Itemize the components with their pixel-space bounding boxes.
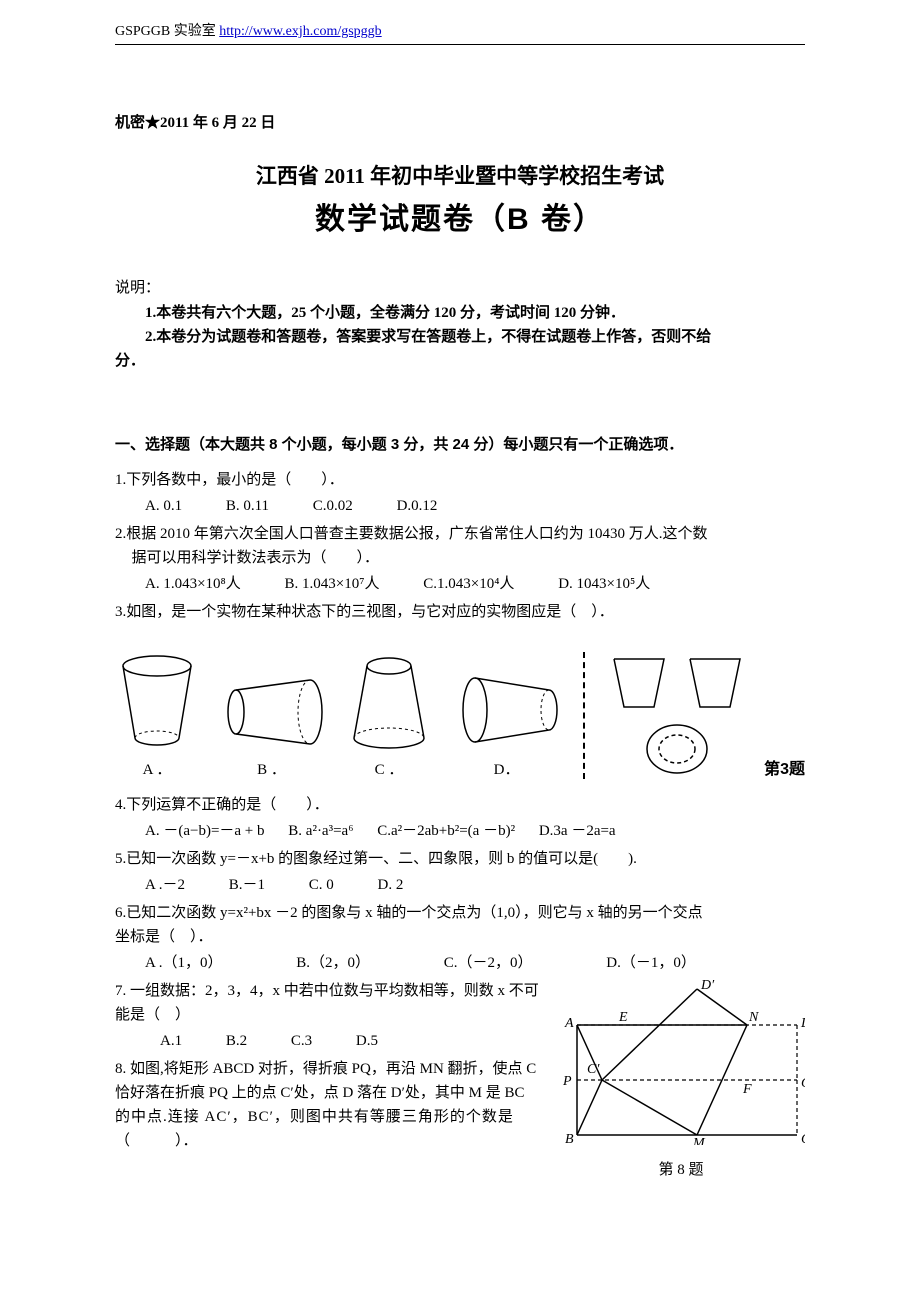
q1-optA: A. 0.1: [145, 494, 182, 518]
instructions-line3: 分．: [115, 349, 805, 373]
cup-sideways-left-narrow-icon: [218, 672, 326, 752]
q4-optD: D.3a －2a=a: [539, 819, 616, 843]
top-view-circles-icon: [641, 719, 713, 779]
svg-text:P: P: [562, 1074, 572, 1089]
question-4: 4.下列运算不正确的是（ ）． A. －(a−b)=－a + b B. a²·a…: [115, 793, 805, 843]
svg-text:B: B: [565, 1132, 574, 1145]
cup-upright-narrow-top-icon: [344, 652, 434, 752]
q6-line1: 6.已知二次函数 y=x²+bx －2 的图象与 x 轴的一个交点为（1,0），…: [115, 901, 805, 925]
q3-figures: A ． B ． C ．: [115, 652, 805, 779]
cup-sideways-left-wide-icon: [453, 668, 561, 752]
q7-line1: 7. 一组数据：2，3，4，x 中若中位数与平均数相等，则数 x 不可: [115, 979, 547, 1003]
svg-text:M: M: [692, 1136, 706, 1145]
svg-text:A: A: [564, 1016, 574, 1031]
question-2: 2.根据 2010 年第六次全国人口普查主要数据公报，广东省常住人口约为 104…: [115, 522, 805, 596]
q1-optB: B. 0.11: [226, 494, 269, 518]
q6-optB: B.（2，0）: [296, 951, 370, 975]
q7-optA: A.1: [160, 1029, 182, 1053]
q3-figB: B ．: [218, 672, 326, 779]
svg-text:Q: Q: [801, 1076, 805, 1091]
cup-upright-wide-top-icon: [115, 652, 199, 752]
q3-figC: C ．: [344, 652, 434, 779]
q2-optC: C.1.043×10⁴人: [423, 572, 514, 596]
question-7: 7. 一组数据：2，3，4，x 中若中位数与平均数相等，则数 x 不可 能是（ …: [115, 979, 547, 1053]
section-1-title: 一、选择题（本大题共 8 个小题，每小题 3 分，共 24 分）每小题只有一个正…: [115, 433, 805, 454]
q8-line3: 的中点.连接 AC′，BC′，则图中共有等腰三角形的个数是: [115, 1105, 547, 1129]
q3-labelA: A ．: [143, 758, 172, 779]
question-3: 3.如图，是一个实物在某种状态下的三视图，与它对应的实物图应是（ ）．: [115, 600, 805, 624]
q6-line2: 坐标是（ ）．: [115, 925, 805, 949]
q7-optC: C.3: [291, 1029, 312, 1053]
header-lab: GSPGGB 实验室: [115, 24, 216, 39]
svg-text:C′: C′: [587, 1062, 600, 1077]
q4-optB: B. a²·a³=a⁶: [288, 819, 353, 843]
q6-optD: D.（－1，0）: [606, 951, 696, 975]
svg-text:F: F: [742, 1082, 752, 1097]
instructions-block: 说明： 1.本卷共有六个大题，25 个小题，全卷满分 120 分，考试时间 12…: [115, 276, 805, 373]
q7-optB: B.2: [226, 1029, 247, 1053]
q3-figure-label: 第3题: [764, 755, 805, 779]
q1-optD: D.0.12: [397, 494, 438, 518]
instructions-header: 说明：: [115, 276, 805, 297]
exam-title-1: 江西省 2011 年初中毕业暨中等学校招生考试: [115, 160, 805, 190]
question-1: 1.下列各数中，最小的是（ ）． A. 0.1 B. 0.11 C.0.02 D…: [115, 468, 805, 518]
svg-text:C: C: [801, 1132, 805, 1145]
q3-labelC: C ．: [375, 758, 404, 779]
secret-line: 机密★2011 年 6 月 22 日: [115, 111, 805, 132]
q4-stem: 4.下列运算不正确的是（ ）．: [115, 793, 805, 817]
q1-optC: C.0.02: [313, 494, 353, 518]
q2-line1: 2.根据 2010 年第六次全国人口普查主要数据公报，广东省常住人口约为 104…: [115, 522, 805, 546]
page-header: GSPGGB 实验室 http://www.exjh.com/gspggb: [115, 20, 805, 45]
q2-optD: D. 1043×10⁵人: [558, 572, 650, 596]
q1-stem: 1.下列各数中，最小的是（ ）．: [115, 468, 805, 492]
q8-figure: A D P Q B C M N E C′ F D′ 第 8 题: [557, 975, 805, 1179]
q3-figD: D．: [453, 668, 561, 779]
q8-figure-caption: 第 8 题: [557, 1158, 805, 1179]
q8-line2: 恰好落在折痕 PQ 上的点 C′处，点 D 落在 D′处，其中 M 是 BC: [115, 1081, 547, 1105]
svg-text:E: E: [618, 1010, 628, 1025]
q8-line1: 8. 如图,将矩形 ABCD 对折，得折痕 PQ，再沿 MN 翻折，使点 C: [115, 1057, 547, 1081]
q7-optD: D.5: [356, 1029, 378, 1053]
svg-text:D: D: [800, 1016, 805, 1031]
instructions-line2: 2.本卷分为试题卷和答题卷，答案要求写在答题卷上，不得在试题卷上作答，否则不给: [115, 325, 805, 349]
exam-title-2: 数学试题卷（B 卷）: [115, 194, 805, 238]
side-view-trapezoid-icon: [684, 653, 746, 713]
q6-optA: A .（1，0）: [145, 951, 223, 975]
question-5: 5.已知一次函数 y=－x+b 的图象经过第一、二、四象限，则 b 的值可以是(…: [115, 847, 805, 897]
q5-stem: 5.已知一次函数 y=－x+b 的图象经过第一、二、四象限，则 b 的值可以是(…: [115, 847, 805, 871]
q8-line4: （ ）．: [115, 1129, 547, 1153]
svg-text:N: N: [748, 1010, 759, 1025]
rectangle-fold-diagram-icon: A D P Q B C M N E C′ F D′: [557, 975, 805, 1145]
front-view-trapezoid-icon: [608, 653, 670, 713]
q5-optA: A .－2: [145, 873, 185, 897]
q7-line2: 能是（ ）: [115, 1003, 547, 1027]
question-8: 8. 如图,将矩形 ABCD 对折，得折痕 PQ，再沿 MN 翻折，使点 C 恰…: [115, 1057, 547, 1153]
q3-stem: 3.如图，是一个实物在某种状态下的三视图，与它对应的实物图应是（ ）．: [115, 600, 805, 624]
q2-optA: A. 1.043×10⁸人: [145, 572, 241, 596]
q5-optD: D. 2: [378, 873, 404, 897]
q4-optC: C.a²－2ab+b²=(a －b)²: [377, 819, 515, 843]
q2-line2: 据可以用科学计数法表示为（ ）．: [115, 546, 805, 570]
q3-three-view: [608, 653, 746, 779]
q4-optA: A. －(a−b)=－a + b: [145, 819, 265, 843]
q3-divider: [583, 652, 585, 779]
svg-text:D′: D′: [700, 978, 715, 993]
instructions-line1: 1.本卷共有六个大题，25 个小题，全卷满分 120 分，考试时间 120 分钟…: [115, 301, 805, 325]
header-link[interactable]: http://www.exjh.com/gspggb: [219, 24, 381, 39]
q3-figA: A ．: [115, 652, 199, 779]
question-6: 6.已知二次函数 y=x²+bx －2 的图象与 x 轴的一个交点为（1,0），…: [115, 901, 805, 975]
q2-optB: B. 1.043×10⁷人: [285, 572, 380, 596]
q5-optC: C. 0: [309, 873, 334, 897]
q6-optC: C.（－2，0）: [444, 951, 533, 975]
q3-labelD: D．: [494, 758, 520, 779]
q5-optB: B.－1: [229, 873, 265, 897]
q3-labelB: B ．: [257, 758, 286, 779]
